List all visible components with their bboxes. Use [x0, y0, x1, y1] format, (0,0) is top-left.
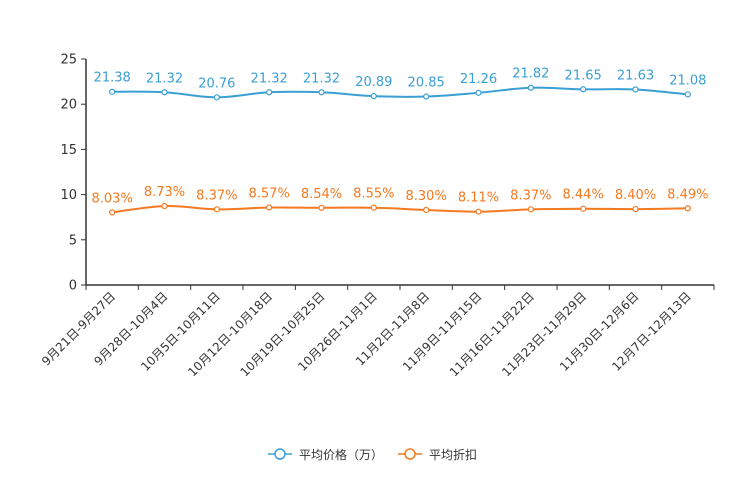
- data-label: 20.85: [408, 76, 445, 91]
- series-line-1: [112, 205, 688, 214]
- data-point: [318, 89, 325, 96]
- data-label: 8.73%: [144, 185, 185, 200]
- data-point: [266, 204, 273, 211]
- data-point: [475, 89, 482, 96]
- data-point: [213, 206, 220, 213]
- data-label: 8.37%: [510, 188, 551, 203]
- data-label: 8.44%: [563, 188, 604, 203]
- legend-item-discount[interactable]: 平均折扣: [397, 446, 477, 463]
- data-label: 21.26: [460, 72, 497, 87]
- legend-label-discount: 平均折扣: [429, 447, 478, 462]
- legend-label-price: 平均价格（万）: [298, 447, 383, 462]
- data-point: [213, 94, 220, 101]
- legend-item-price[interactable]: 平均价格（万）: [267, 446, 383, 463]
- data-label: 8.37%: [196, 188, 237, 203]
- data-point: [632, 205, 639, 213]
- data-point: [527, 84, 534, 91]
- y-tick-label: 5: [69, 233, 77, 248]
- legend-marker-discount-icon: [398, 448, 422, 460]
- data-point: [370, 93, 377, 100]
- y-tick-label: 0: [69, 279, 77, 294]
- data-point: [580, 86, 587, 93]
- data-point: [109, 209, 116, 216]
- data-label: 8.11%: [458, 191, 499, 206]
- data-point: [423, 206, 430, 214]
- data-point: [527, 206, 534, 213]
- data-label: 8.49%: [667, 187, 708, 202]
- series-line-0: [112, 86, 688, 99]
- y-tick-label: 20: [60, 98, 77, 113]
- data-point: [266, 89, 273, 96]
- data-point: [580, 205, 587, 212]
- data-point: [475, 208, 482, 215]
- data-label: 8.03%: [92, 191, 133, 206]
- data-label: 21.65: [565, 68, 602, 83]
- data-label: 21.32: [146, 71, 183, 86]
- y-tick-label: 25: [60, 53, 77, 68]
- data-point: [423, 93, 430, 100]
- data-label: 8.57%: [249, 187, 290, 202]
- data-label: 8.40%: [615, 188, 656, 203]
- y-tick-label: 15: [60, 143, 77, 158]
- data-label: 21.32: [303, 71, 340, 86]
- data-label: 21.38: [94, 71, 131, 86]
- data-label: 21.08: [669, 73, 706, 88]
- data-point: [318, 204, 325, 211]
- data-label: 21.32: [251, 71, 288, 86]
- legend: 平均价格（万） 平均折扣: [0, 444, 744, 464]
- data-point: [684, 205, 691, 212]
- data-label: 8.55%: [353, 187, 394, 202]
- data-label: 20.76: [198, 76, 235, 91]
- data-point: [684, 91, 691, 98]
- y-tick-label: 10: [60, 188, 77, 203]
- data-point: [161, 202, 168, 210]
- data-label: 8.54%: [301, 187, 342, 202]
- data-label: 21.63: [617, 68, 654, 83]
- data-label: 20.89: [355, 75, 392, 90]
- data-point: [632, 86, 639, 93]
- legend-marker-price-icon: [267, 448, 292, 460]
- data-point: [370, 204, 377, 211]
- data-label: 21.82: [512, 67, 549, 82]
- data-point: [109, 88, 116, 95]
- data-point: [161, 89, 168, 96]
- data-label: 8.30%: [406, 189, 447, 204]
